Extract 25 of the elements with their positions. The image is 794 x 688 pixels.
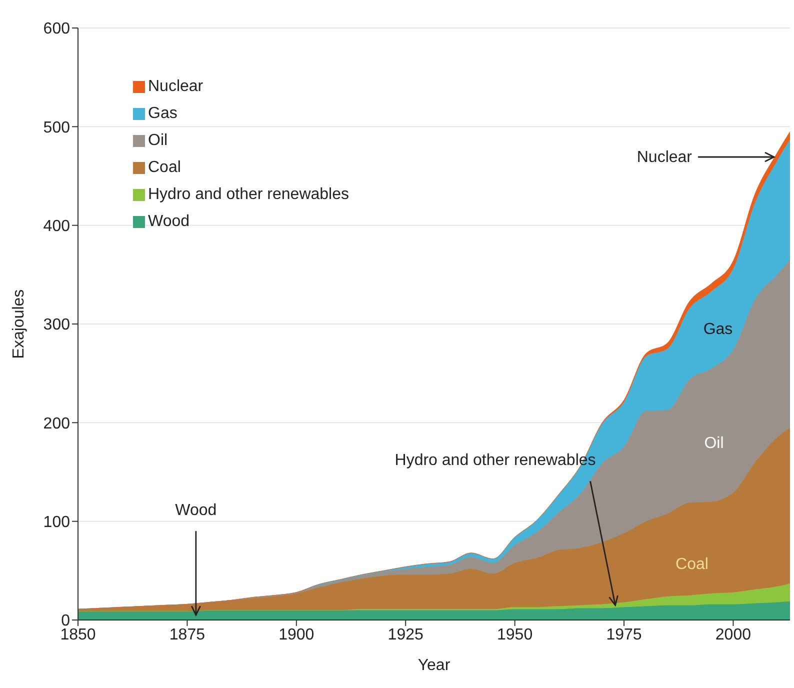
x-tick-label: 1950	[497, 626, 533, 644]
y-tick-label: 500	[43, 119, 70, 136]
legend-label: Nuclear	[148, 77, 204, 97]
x-tick-label: 1900	[278, 626, 314, 644]
x-tick-label: 1975	[606, 626, 642, 644]
annotation: Nuclear	[636, 149, 693, 166]
legend-label: Gas	[148, 104, 178, 124]
y-tick-label: 300	[43, 316, 70, 334]
y-tick-label: 100	[43, 514, 70, 532]
legend-label: Coal	[148, 158, 181, 178]
annotation: Coal	[676, 556, 708, 573]
annotation: Wood	[175, 502, 217, 520]
x-axis-title: Year	[418, 657, 451, 674]
y-tick-label: 200	[43, 415, 70, 432]
x-tick-label: 2000	[715, 626, 752, 644]
legend-label: Oil	[148, 131, 168, 151]
legend-label: Wood	[148, 212, 190, 232]
y-axis-title: Exajoules	[10, 289, 28, 359]
annotation: Oil	[704, 435, 724, 452]
legend-label: Hydro and other renewables	[148, 185, 350, 205]
y-tick-label: 600	[43, 20, 70, 38]
annotation: Gas	[703, 321, 733, 338]
y-tick-label: 400	[43, 218, 70, 236]
x-tick-label: 1925	[388, 626, 424, 644]
x-tick-label: 1875	[169, 626, 206, 644]
